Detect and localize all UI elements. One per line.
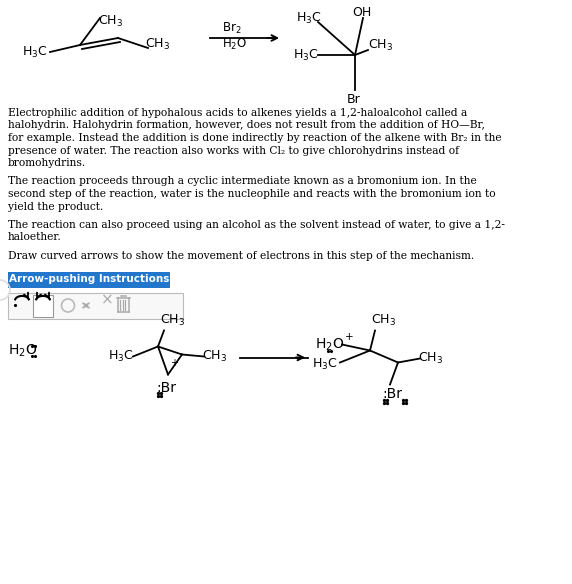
Text: CH$_3$: CH$_3$ — [160, 312, 185, 328]
Text: H$_2$O: H$_2$O — [222, 36, 247, 51]
Bar — [8, 293, 183, 318]
Text: Draw curved arrows to show the movement of electrons in this step of the mechani: Draw curved arrows to show the movement … — [8, 251, 474, 261]
Text: H$_3$C: H$_3$C — [108, 349, 134, 364]
Text: H$_2$O: H$_2$O — [315, 336, 344, 353]
Text: second step of the reaction, water is the nucleophile and reacts with the bromon: second step of the reaction, water is th… — [8, 189, 495, 199]
Text: CH$_3$: CH$_3$ — [371, 312, 396, 328]
Text: The reaction can also proceed using an alcohol as the solvent instead of water, : The reaction can also proceed using an a… — [8, 220, 505, 230]
Text: CH$_3$: CH$_3$ — [98, 14, 123, 29]
Text: CH$_3$: CH$_3$ — [145, 36, 170, 51]
Text: yield the product.: yield the product. — [8, 201, 104, 211]
Text: +: + — [345, 332, 353, 342]
Text: H$_3$C: H$_3$C — [312, 357, 337, 372]
Text: +: + — [170, 357, 178, 367]
Text: :Br: :Br — [156, 381, 176, 395]
Text: H$_3$C: H$_3$C — [293, 47, 319, 62]
Text: Arrow-pushing Instructions: Arrow-pushing Instructions — [9, 274, 169, 284]
Text: ×: × — [101, 293, 114, 308]
Text: Br$_2$: Br$_2$ — [222, 20, 241, 36]
Text: haloether.: haloether. — [8, 232, 62, 242]
Bar — [33, 294, 53, 317]
Text: The reaction proceeds through a cyclic intermediate known as a bromonium ion. In: The reaction proceeds through a cyclic i… — [8, 176, 476, 186]
Text: OH: OH — [352, 6, 371, 19]
Text: presence of water. The reaction also works with Cl₂ to give chlorohydrins instea: presence of water. The reaction also wor… — [8, 145, 459, 155]
Text: :Br: :Br — [382, 388, 402, 402]
Text: bromohydrins.: bromohydrins. — [8, 158, 86, 168]
Text: Br: Br — [347, 93, 361, 106]
Bar — [8, 272, 170, 287]
Text: H$_3$C: H$_3$C — [22, 44, 47, 60]
Text: CH$_3$: CH$_3$ — [418, 351, 443, 366]
Text: for example. Instead the addition is done indirectly by reaction of the alkene w: for example. Instead the addition is don… — [8, 133, 502, 143]
Text: H$_3$C: H$_3$C — [296, 11, 321, 26]
Text: CH$_3$: CH$_3$ — [202, 349, 227, 364]
Text: halohydrin. Halohydrin formation, however, does not result from the addition of : halohydrin. Halohydrin formation, howeve… — [8, 120, 485, 130]
Text: Electrophilic addition of hypohalous acids to alkenes yields a 1,2-haloalcohol c: Electrophilic addition of hypohalous aci… — [8, 108, 467, 118]
Text: CH$_3$: CH$_3$ — [368, 37, 393, 53]
Text: H$_2$O: H$_2$O — [8, 342, 37, 359]
